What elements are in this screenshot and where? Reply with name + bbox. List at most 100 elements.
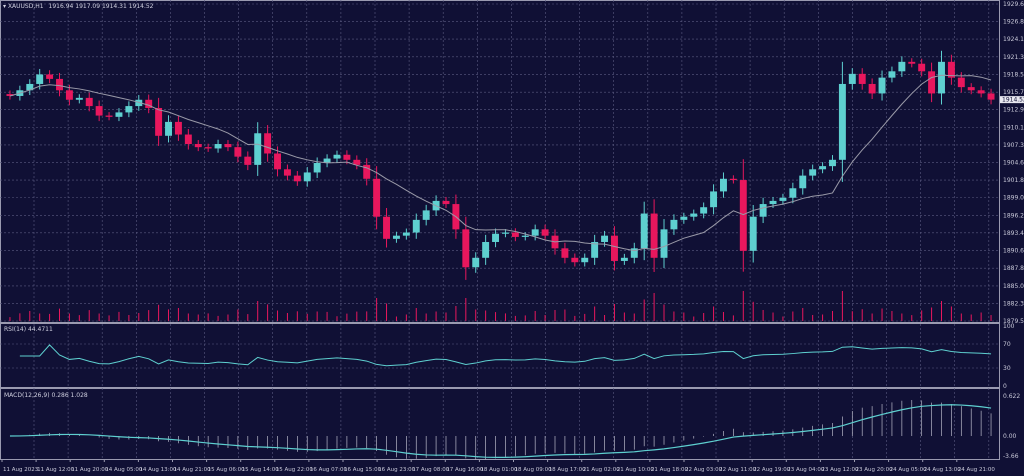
time-tick-label: 16 Aug 07:00: [310, 467, 348, 473]
price-tick-label: 1885.05: [1003, 283, 1024, 290]
candle-body: [174, 121, 182, 135]
candle-body: [858, 73, 866, 84]
time-tick-label: 22 Aug 11:00: [719, 467, 757, 473]
price-tick-label: 1926.85: [1003, 19, 1024, 26]
candle-body: [333, 154, 341, 159]
candle-body: [918, 63, 926, 72]
candle-body: [591, 241, 599, 258]
rsi-scale-label: 100: [1003, 323, 1015, 330]
candle-body: [274, 153, 281, 170]
candle-body: [204, 147, 212, 149]
price-tick-label: 1887.85: [1003, 265, 1024, 272]
candle-body: [521, 235, 529, 237]
macd-scale-label: -3.66: [1003, 453, 1019, 460]
candle-body: [749, 216, 757, 251]
time-tick-label: 24 Aug 05:00: [890, 467, 928, 473]
candles: [6, 50, 995, 280]
candle-body: [264, 133, 272, 154]
price-tick-label: 1893.45: [1003, 230, 1024, 237]
moving-average-line: [9, 74, 992, 252]
symbol-label: XAUUSD,H1: [7, 3, 44, 10]
macd-pane: [9, 400, 992, 460]
time-tick-label: 15 Aug 14:00: [242, 467, 280, 473]
time-tick-label: 15 Aug 06:00: [208, 467, 246, 473]
candle-body: [819, 166, 827, 170]
candle-body: [720, 178, 727, 192]
price-tick-label: 1890.65: [1003, 248, 1024, 255]
candle-body: [878, 77, 886, 94]
time-tick-label: 11 Aug 12:00: [37, 467, 75, 473]
candle-body: [601, 235, 609, 242]
rsi-pane: [0, 343, 999, 369]
time-tick-label: 24 Aug 13:00: [924, 467, 962, 473]
candle-body: [472, 257, 480, 268]
candle-body: [957, 77, 965, 88]
candle-body: [65, 90, 73, 100]
candle-body: [85, 97, 93, 107]
macd-scale-label: 0.622: [1003, 393, 1020, 400]
time-tick-label: 21 Aug 02:00: [583, 467, 621, 473]
time-tick-label: 22 Aug 19:00: [753, 467, 791, 473]
time-tick-label: 14 Aug 13:00: [139, 467, 177, 473]
moving-average: [9, 74, 992, 252]
candle-body: [868, 83, 876, 94]
price-tick-label: 1924.10: [1003, 36, 1024, 43]
time-tick-label: 18 Aug 01:00: [480, 467, 518, 473]
candle-body: [323, 158, 331, 163]
current-price-label: 1914.52: [1002, 97, 1024, 104]
candle-body: [26, 83, 34, 91]
candle-body: [829, 159, 836, 167]
candle-body: [799, 175, 807, 189]
price-tick-label: 1896.20: [1003, 212, 1024, 219]
rsi-line: [19, 344, 992, 367]
time-tick-label: 14 Aug 05:00: [105, 467, 143, 473]
price-tick-label: 1879.50: [1003, 318, 1024, 325]
candle-body: [234, 147, 242, 157]
candle-body: [392, 235, 400, 239]
candle-body: [214, 144, 222, 149]
rsi-scale-label: 30: [1003, 365, 1011, 372]
candle-body: [303, 172, 311, 182]
volume-bars: [9, 291, 992, 321]
price-tick-label: 1904.60: [1003, 159, 1024, 166]
candle-body: [56, 78, 63, 91]
candle-body: [640, 213, 648, 249]
candle-body: [898, 61, 906, 72]
dropdown-triangle-icon[interactable]: ▾: [3, 3, 7, 10]
candle-body: [690, 213, 698, 217]
candle-body: [155, 107, 163, 136]
time-tick-label: 23 Aug 12:00: [821, 467, 859, 473]
price-tick-label: 1921.30: [1003, 54, 1024, 61]
candle-body: [492, 233, 500, 242]
candle-body: [363, 164, 371, 179]
candle-body: [848, 73, 856, 84]
candle-body: [888, 71, 896, 78]
price-tick-label: 1918.50: [1003, 71, 1024, 78]
rsi-label: RSI(14) 44.4711: [4, 326, 53, 333]
chart-header: ▾ XAUUSD,H1 1916.94 1917.09 1914.31 1914…: [3, 3, 154, 10]
price-tick-label: 1912.95: [1003, 107, 1024, 114]
candle-body: [343, 154, 351, 160]
candle-body: [6, 94, 14, 96]
price-tick-label: 1910.15: [1003, 124, 1024, 131]
time-tick-label: 24 Aug 21:00: [958, 467, 996, 473]
rsi-scale-label: 70: [1003, 341, 1011, 348]
candle-body: [967, 87, 975, 91]
candle-body: [710, 191, 718, 208]
grid: [0, 0, 1000, 460]
candle-body: [135, 99, 143, 107]
time-tick-label: 18 Aug 17:00: [549, 467, 587, 473]
candle-body: [700, 207, 708, 214]
candle-body: [759, 204, 767, 217]
candle-body: [531, 229, 539, 236]
candle-body: [571, 257, 579, 263]
candle-body: [680, 216, 688, 220]
time-tick-label: 17 Aug 08:00: [412, 467, 450, 473]
candle-body: [561, 248, 569, 258]
candle-body: [293, 175, 301, 182]
candle-body: [581, 257, 589, 263]
candle-body: [165, 121, 172, 136]
price-tick-label: 1899.00: [1003, 195, 1024, 202]
